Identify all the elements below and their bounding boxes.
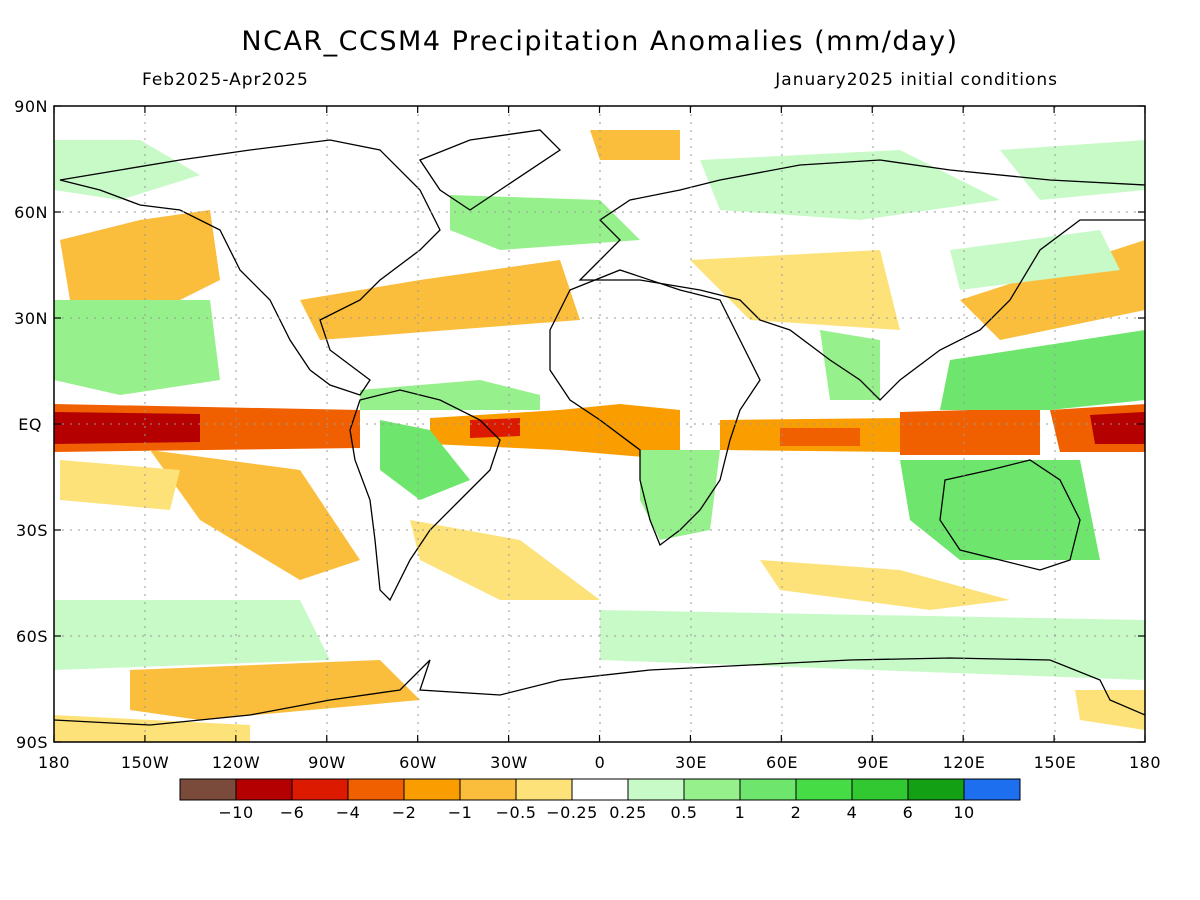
colorbar-label: 6	[903, 803, 914, 822]
colorbar-label: −6	[280, 803, 305, 822]
colorbar-swatch	[571, 778, 629, 801]
colorbar	[179, 778, 1021, 801]
colorbar-label: −1	[448, 803, 473, 822]
map-title: NCAR_CCSM4 Precipitation Anomalies (mm/d…	[241, 26, 959, 57]
colorbar-swatch	[403, 778, 461, 801]
lon-label-90w: 90W	[308, 753, 346, 772]
colorbar-swatch	[795, 778, 853, 801]
colorbar-label: −0.5	[496, 803, 537, 822]
lon-label-60w: 60W	[399, 753, 437, 772]
initial-conditions: January2025 initial conditions	[775, 70, 1058, 90]
forecast-period: Feb2025-Apr2025	[142, 70, 309, 90]
lon-label-30w: 30W	[490, 753, 528, 772]
colorbar-label: −2	[392, 803, 417, 822]
lon-label-60e: 60E	[766, 753, 798, 772]
colorbar-swatch	[963, 778, 1021, 801]
colorbar-swatch	[291, 778, 349, 801]
lon-label-180e: 180	[1129, 753, 1161, 772]
colorbar-label: −10	[218, 803, 253, 822]
colorbar-swatch	[851, 778, 909, 801]
antarctica-outline	[54, 657, 1145, 726]
colorbar-label: 10	[953, 803, 974, 822]
greenland-outline	[419, 129, 562, 211]
colorbar-swatch	[347, 778, 405, 801]
colorbar-swatch	[459, 778, 517, 801]
lon-label-120e: 120E	[943, 753, 986, 772]
axis-ticks	[53, 105, 1146, 743]
lon-label-90e: 90E	[857, 753, 889, 772]
lat-label-30s: 30S	[16, 521, 48, 540]
colorbar-label: −0.25	[546, 803, 598, 822]
colorbar-label: −4	[336, 803, 361, 822]
colorbar-label: 4	[847, 803, 858, 822]
lat-label-60s: 60S	[16, 627, 48, 646]
colorbar-label: 1	[735, 803, 746, 822]
lon-label-150e: 150E	[1034, 753, 1077, 772]
colorbar-swatch	[683, 778, 741, 801]
colorbar-swatch	[179, 778, 237, 801]
lat-label-30n: 30N	[14, 309, 48, 328]
lon-label-120w: 120W	[212, 753, 260, 772]
south-america-outline	[349, 389, 501, 602]
colorbar-labels: −10 −6 −4 −2 −1 −0.5 −0.25 0.25 0.5 1 2 4 6 10	[218, 803, 974, 822]
lat-label-eq: EQ	[18, 415, 42, 434]
lon-label-180w: 180	[38, 753, 70, 772]
gridlines	[54, 106, 1145, 742]
colorbar-swatch	[627, 778, 685, 801]
lon-label-30e: 30E	[675, 753, 707, 772]
north-america-outline	[59, 139, 441, 396]
latitude-labels: 90N 60N 30N EQ 30S 60S 90S	[14, 97, 48, 752]
eurasia-outline	[578, 159, 1145, 401]
africa-outline	[549, 269, 761, 547]
colorbar-label: 0.5	[671, 803, 698, 822]
lat-label-90s: 90S	[16, 733, 48, 752]
lat-label-90n: 90N	[14, 97, 48, 116]
colorbar-label: 2	[791, 803, 802, 822]
colorbar-swatch	[235, 778, 293, 801]
coastlines	[54, 129, 1145, 726]
anomaly-fields	[54, 130, 1145, 742]
colorbar-swatch	[907, 778, 965, 801]
colorbar-swatch	[739, 778, 797, 801]
longitude-labels: 180 150W 120W 90W 60W 30W 0 30E 60E 90E …	[38, 753, 1161, 772]
colorbar-swatch	[515, 778, 573, 801]
australia-outline	[939, 459, 1081, 571]
lat-label-60n: 60N	[14, 203, 48, 222]
lon-label-150w: 150W	[121, 753, 169, 772]
colorbar-label: 0.25	[609, 803, 647, 822]
lon-label-0: 0	[595, 753, 606, 772]
